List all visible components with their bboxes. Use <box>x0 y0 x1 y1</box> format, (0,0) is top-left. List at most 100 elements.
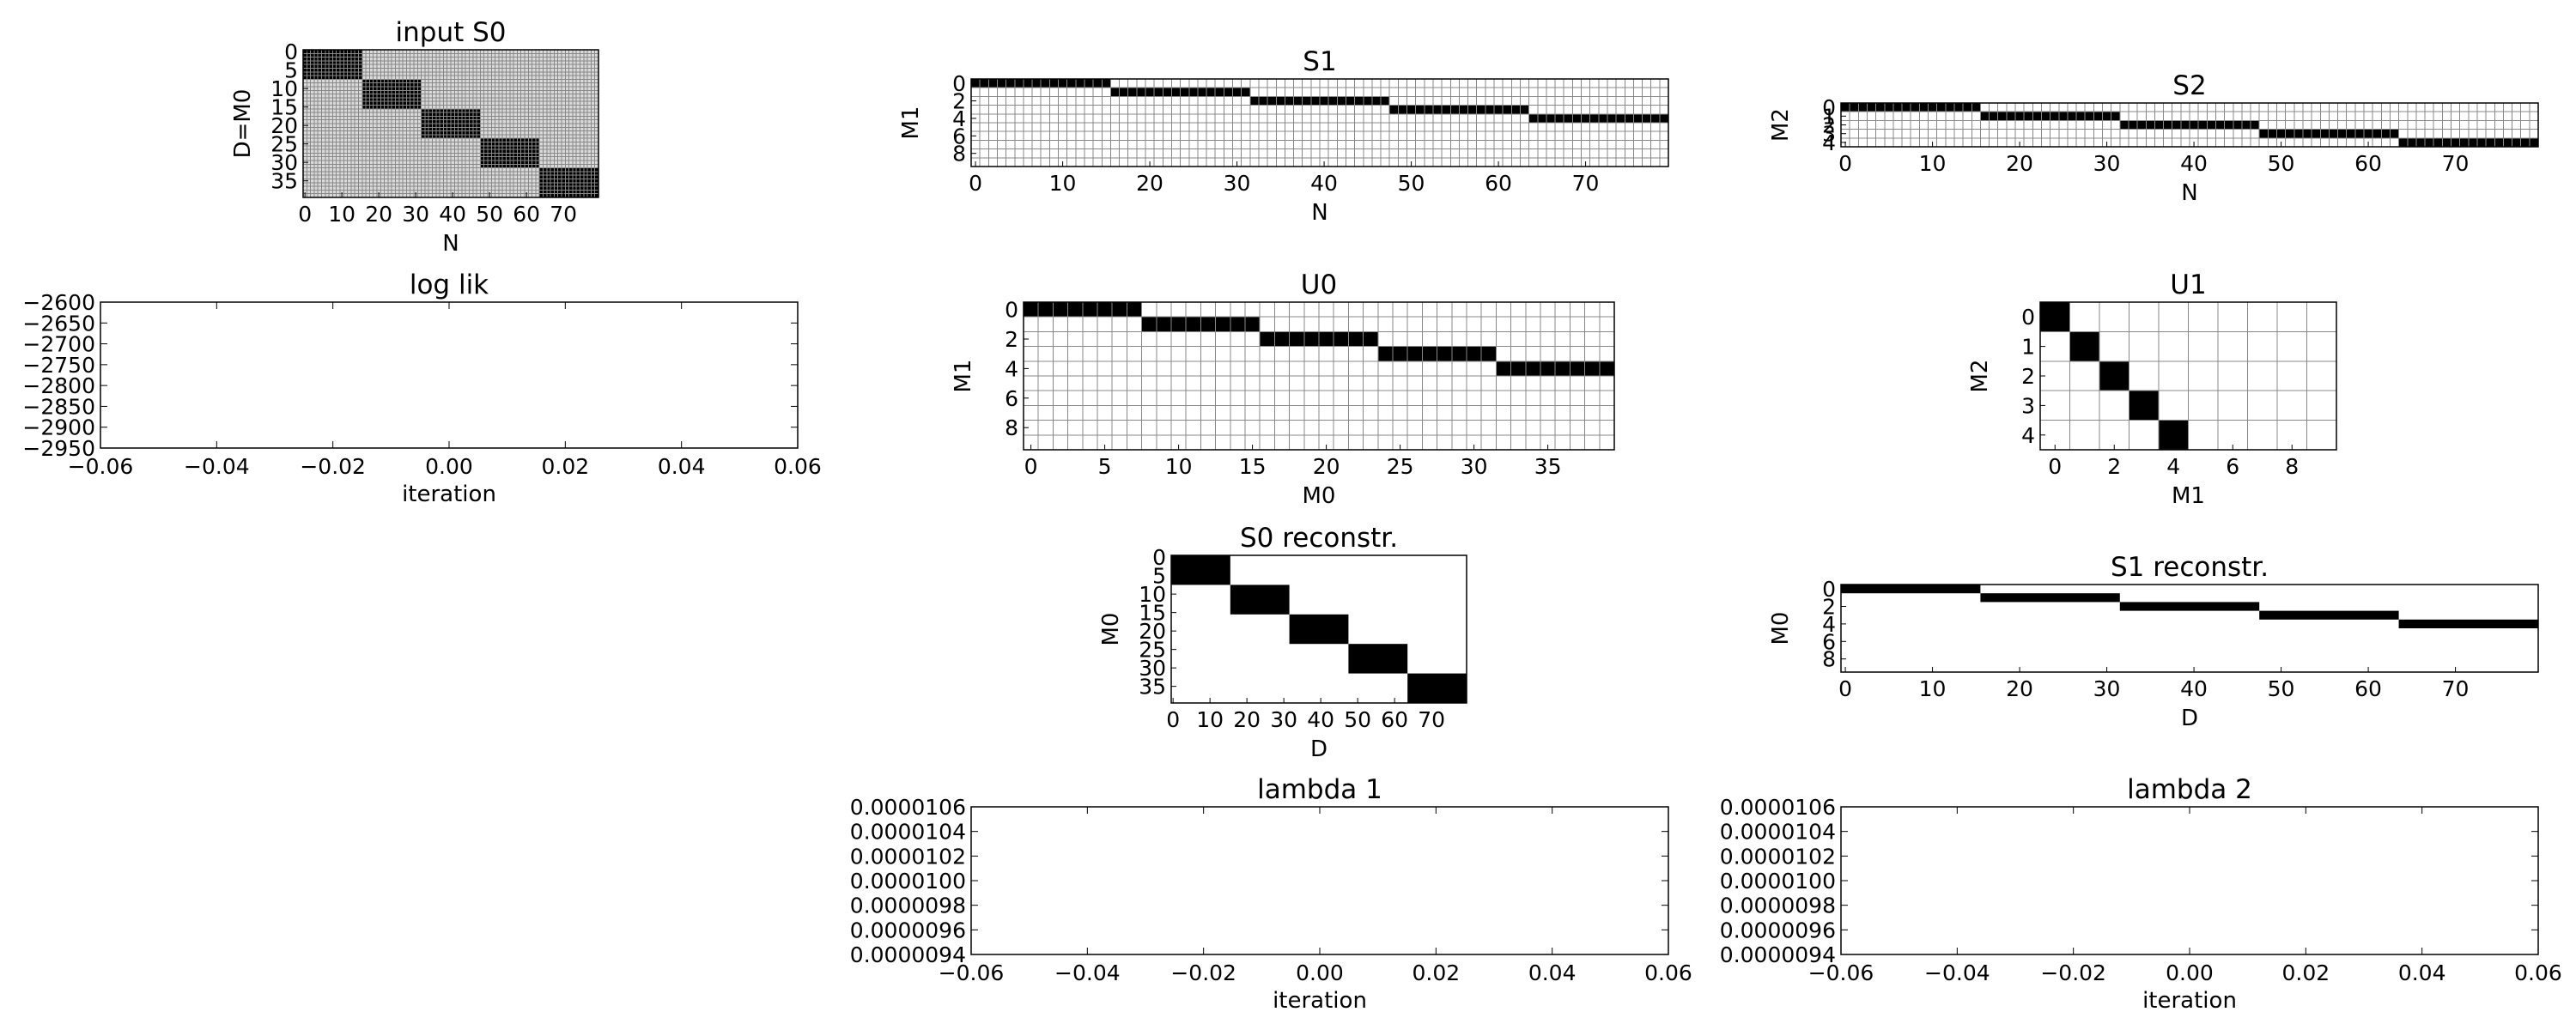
x-tick-label: 20 <box>365 202 392 227</box>
x-tick-label: −0.04 <box>1924 960 1990 985</box>
x-tick-label: 0.04 <box>2398 960 2446 985</box>
y-tick-label: 4 <box>1822 130 1836 155</box>
x-tick-label: 30 <box>1224 171 1251 196</box>
y-tick-label: 0.0000102 <box>1720 844 1836 869</box>
heatmap-block-1 <box>2069 331 2099 361</box>
y-axis-label: D=M0 <box>230 89 256 159</box>
subplot-lambda-2: −0.06 −0.04 −0.02 0.00 0.02 0.04 0.06 0.0000106… <box>1720 774 2562 1014</box>
heatmap-block-0 <box>1171 555 1230 585</box>
y-tick-label: 4 <box>2021 423 2035 448</box>
y-axis-label: M0 <box>1098 613 1124 646</box>
x-tick-label: 0.02 <box>2281 960 2330 985</box>
y-tick-label: 25 <box>270 132 298 157</box>
y-tick-label: −2950 <box>22 436 95 461</box>
x-tick-label: −0.02 <box>300 454 366 479</box>
y-tick-label: 8 <box>1005 415 1018 440</box>
y-tick-label: 2 <box>952 89 966 114</box>
x-tick-label: 20 <box>2006 151 2033 176</box>
y-tick-label: 0.0000094 <box>1720 942 1836 967</box>
y-axis-label: M0 <box>1768 612 1794 645</box>
y-tick-label: 10 <box>1139 582 1166 607</box>
y-tick-label: 0 <box>952 71 966 96</box>
x-tick-label: 0.06 <box>2514 960 2562 985</box>
chart-title: S2 <box>2172 70 2206 101</box>
x-axis-label: N <box>442 231 459 257</box>
y-tick-label: 0.0000106 <box>1720 795 1836 820</box>
heatmap-block-2 <box>1289 614 1349 645</box>
y-tick-label: 0 <box>1005 298 1018 323</box>
x-tick-label: 60 <box>1381 707 1408 732</box>
y-tick-label: −2600 <box>22 290 95 315</box>
y-tick-label: 0 <box>284 39 298 64</box>
y-tick-label: 5 <box>284 58 298 83</box>
y-tick-label: 15 <box>270 95 298 120</box>
y-tick-label: 2 <box>1822 595 1836 620</box>
axes-frame <box>1840 806 2539 955</box>
heatmap-block-1 <box>1230 585 1290 615</box>
y-tick-label: 0.0000098 <box>850 894 966 918</box>
chart-title: log lik <box>410 270 489 300</box>
x-tick-label: 30 <box>402 202 429 227</box>
x-tick-label: 0.06 <box>1644 960 1692 985</box>
x-axis-label: M1 <box>2172 483 2205 509</box>
x-tick-label: 50 <box>2268 151 2295 176</box>
x-tick-label: −0.02 <box>2040 960 2106 985</box>
x-tick-label: 40 <box>1307 707 1334 732</box>
x-tick-label: 10 <box>328 202 355 227</box>
x-tick-label: 60 <box>1485 171 1512 196</box>
y-tick-label: 30 <box>270 150 298 175</box>
cell-grid <box>1841 103 2538 147</box>
x-tick-label: 10 <box>1919 151 1947 176</box>
y-tick-label: −2700 <box>22 332 95 357</box>
y-tick-label: 0.0000094 <box>850 942 966 967</box>
y-tick-label: 0 <box>1152 545 1166 570</box>
x-tick-label: 40 <box>439 202 466 227</box>
x-tick-label: −0.04 <box>1054 960 1121 985</box>
y-tick-label: 6 <box>1005 386 1018 411</box>
x-tick-label: 40 <box>1310 171 1338 196</box>
x-tick-label: 50 <box>2268 676 2295 701</box>
x-tick-label: 60 <box>513 202 540 227</box>
x-tick-label: 10 <box>1049 171 1077 196</box>
heatmap-block-1 <box>1980 593 2120 603</box>
x-axis-label: D <box>1310 736 1327 762</box>
chart-title: U0 <box>1301 270 1337 300</box>
y-tick-label: 0.0000104 <box>850 820 966 845</box>
x-tick-label: 50 <box>1344 707 1371 732</box>
x-tick-label: 0 <box>1024 454 1038 479</box>
y-tick-label: −2900 <box>22 415 95 440</box>
x-tick-label: 4 <box>2166 454 2180 479</box>
y-tick-label: 3 <box>1822 122 1836 147</box>
y-tick-label: 15 <box>1139 601 1166 626</box>
chart-title: lambda 2 <box>2127 774 2252 805</box>
x-tick-label: 60 <box>2354 151 2382 176</box>
heatmap-block-4 <box>1407 673 1467 703</box>
x-tick-label: 15 <box>1239 454 1267 479</box>
y-tick-label: 4 <box>1005 356 1018 381</box>
x-tick-label: 0.04 <box>1528 960 1577 985</box>
y-tick-label: −2850 <box>22 394 95 419</box>
y-tick-label: −2750 <box>22 353 95 378</box>
x-axis-label: M0 <box>1303 483 1336 509</box>
x-tick-label: 20 <box>1233 707 1261 732</box>
x-tick-label: 0 <box>1838 151 1852 176</box>
x-tick-label: −0.04 <box>184 454 250 479</box>
subplot-u1: 0 2 4 6 8 0 1 2 3 4 M2 U1 M1 <box>1967 270 2337 509</box>
x-tick-label: 20 <box>1136 171 1163 196</box>
x-tick-label: 50 <box>476 202 503 227</box>
x-tick-label: 40 <box>2180 676 2208 701</box>
y-tick-label: 0.0000096 <box>850 918 966 942</box>
x-axis-label: iteration <box>1273 988 1367 1014</box>
x-axis-label: D <box>2181 706 2198 731</box>
y-tick-label: 0.0000100 <box>1720 869 1836 894</box>
cell-grid <box>303 50 598 197</box>
y-tick-label: 0.0000098 <box>1720 894 1836 918</box>
y-tick-label: 20 <box>270 113 298 138</box>
x-tick-label: 2 <box>2107 454 2121 479</box>
x-tick-label: −0.02 <box>1170 960 1236 985</box>
